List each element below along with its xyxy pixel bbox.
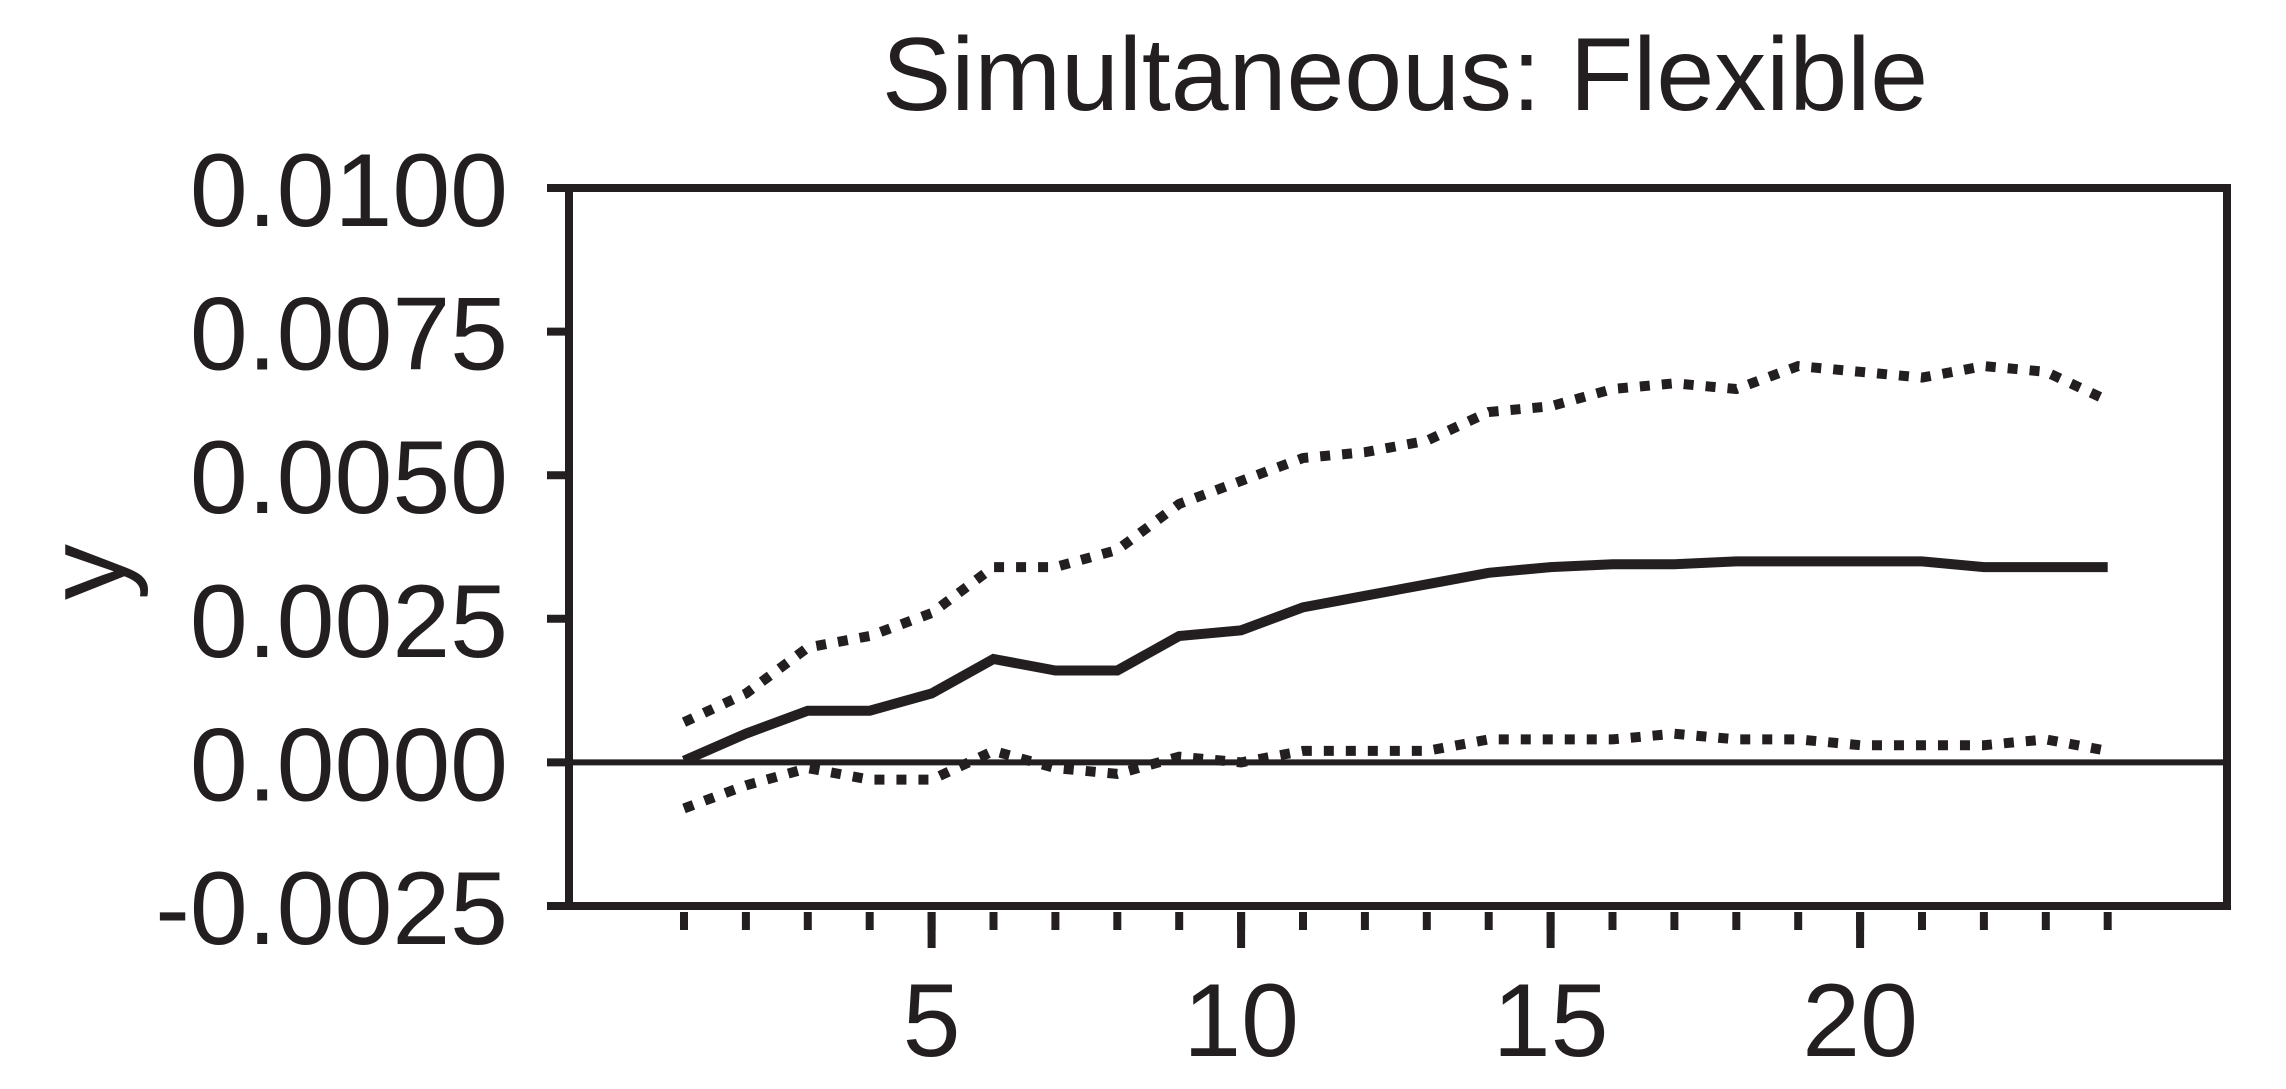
x-tick-label: 5 (903, 963, 961, 1079)
y-tick-label: 0.0000 (190, 707, 508, 823)
y-tick-label: 0.0025 (190, 564, 508, 680)
impulse-response-line (682, 556, 2108, 766)
plot-frame (565, 184, 2231, 910)
x-tick-label: 10 (1183, 963, 1299, 1079)
plot-area: -0.0025 0.0000 0.0025 0.0050 0.0075 0.0100 5 10… (155, 133, 2231, 1079)
y-tick-label: 0.0050 (190, 420, 508, 536)
y-axis-label: y (24, 544, 149, 600)
x-tick-label: 20 (1802, 963, 1918, 1079)
upper-band-line (681, 361, 2110, 727)
chart-title: Simultaneous: Flexible (882, 17, 1928, 133)
x-tick-label: 15 (1493, 963, 1609, 1079)
y-tick-label: -0.0025 (155, 851, 508, 967)
y-tick-label: 0.0100 (190, 133, 508, 249)
y-tick-label: 0.0075 (190, 277, 508, 393)
lower-band-line (682, 728, 2109, 814)
